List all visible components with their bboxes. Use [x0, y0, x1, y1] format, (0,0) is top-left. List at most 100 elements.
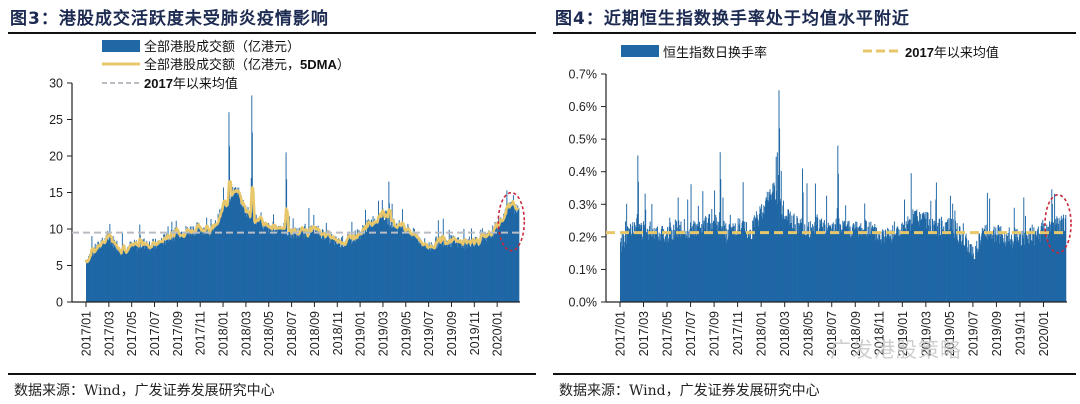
bar: [204, 232, 206, 302]
source-divider: [8, 373, 536, 375]
bar: [193, 226, 195, 302]
bar: [475, 237, 477, 302]
bar: [405, 229, 407, 302]
bar: [387, 224, 389, 302]
bar: [779, 128, 781, 302]
bar: [147, 249, 149, 302]
bar: [648, 229, 650, 302]
bar: [151, 243, 153, 302]
bar: [835, 225, 837, 302]
bar: [87, 259, 89, 302]
bar: [403, 233, 405, 302]
bar: [138, 242, 140, 302]
bar: [819, 224, 821, 302]
bar: [107, 230, 109, 302]
bar: [164, 244, 166, 302]
bar: [217, 223, 219, 302]
bar: [286, 235, 288, 302]
bar: [148, 250, 150, 302]
bar: [345, 244, 347, 302]
bar: [514, 213, 515, 302]
bar: [726, 242, 728, 302]
bar: [822, 222, 824, 302]
bar: [151, 244, 153, 302]
bar: [109, 223, 111, 302]
bar: [400, 227, 402, 302]
bar: [224, 206, 226, 302]
x-tick-label: 2018/01: [755, 311, 769, 356]
bar: [142, 239, 144, 302]
bar: [929, 225, 931, 302]
bar: [461, 245, 463, 302]
title-divider: [553, 32, 1076, 34]
bar: [158, 241, 160, 302]
bar: [393, 225, 395, 302]
bar: [89, 254, 91, 302]
bar: [963, 246, 965, 302]
y-tick-label: 15: [49, 186, 63, 200]
bar: [324, 239, 326, 302]
bar: [86, 259, 87, 302]
bar: [468, 236, 470, 302]
bar: [406, 227, 408, 302]
bar: [460, 242, 462, 302]
bar: [714, 190, 716, 302]
bar: [438, 246, 440, 302]
bar: [221, 213, 223, 302]
bar: [989, 234, 991, 302]
bar: [442, 218, 444, 302]
bar: [737, 218, 739, 302]
bar: [492, 225, 494, 302]
bar: [1021, 230, 1023, 302]
bar: [463, 228, 465, 302]
bar: [694, 222, 696, 302]
bar: [369, 227, 371, 302]
bar: [1011, 239, 1013, 302]
bar: [507, 205, 509, 302]
bar: [187, 227, 189, 302]
bar: [688, 237, 690, 302]
bar: [874, 224, 876, 302]
bar: [712, 222, 714, 302]
bar: [411, 234, 413, 302]
x-tick-label: 2019/03: [919, 311, 933, 356]
bar: [784, 218, 786, 302]
bar: [919, 211, 921, 302]
x-tick-label: 2017/05: [125, 311, 139, 356]
bar: [646, 228, 648, 302]
bar: [881, 231, 883, 302]
bar: [242, 208, 244, 302]
bar: [704, 218, 706, 302]
bar: [342, 235, 344, 302]
bar: [219, 218, 221, 302]
bar: [723, 220, 725, 302]
bar: [960, 241, 962, 302]
bar: [413, 228, 415, 302]
bar: [1034, 234, 1036, 302]
bar: [1017, 237, 1019, 302]
bar: [397, 232, 399, 302]
bar: [183, 236, 185, 302]
bar: [691, 227, 693, 302]
bar: [210, 219, 212, 302]
bar: [974, 258, 976, 302]
bar: [404, 227, 406, 302]
bar: [438, 239, 440, 302]
bar: [686, 238, 688, 302]
bar: [447, 244, 449, 302]
bar: [432, 248, 434, 302]
bar: [1060, 230, 1062, 302]
bar: [392, 226, 394, 302]
bar: [434, 246, 436, 302]
bar: [144, 244, 146, 302]
bar: [373, 226, 375, 302]
bar: [137, 242, 139, 302]
bar: [400, 226, 402, 302]
bar: [745, 233, 747, 302]
bar: [399, 223, 401, 302]
bar: [229, 198, 231, 302]
bar: [811, 231, 813, 302]
bar: [465, 241, 467, 302]
bar: [201, 233, 203, 302]
bar: [318, 228, 320, 302]
